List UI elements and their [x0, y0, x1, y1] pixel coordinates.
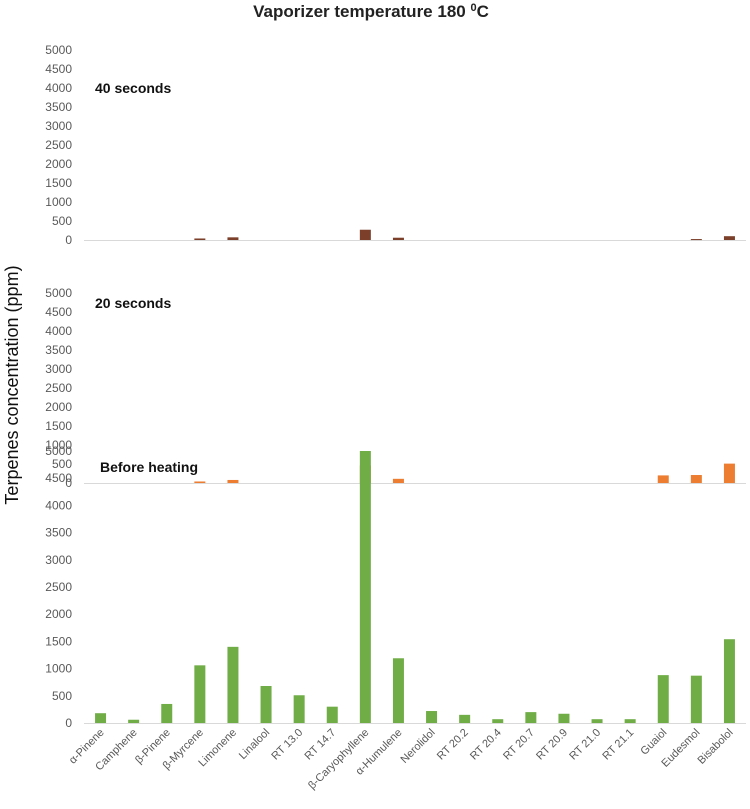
chart-panels: 0500100015002000250030003500400045005000… [45, 43, 746, 792]
y-tick-label: 3000 [45, 119, 72, 133]
y-tick-label: 5000 [45, 43, 72, 57]
bar [260, 686, 272, 723]
bar [95, 713, 107, 723]
y-tick-label: 4000 [45, 498, 72, 512]
y-tick-label: 4000 [45, 324, 72, 338]
bar [128, 719, 140, 723]
x-tick-label: RT 21.1 [600, 727, 636, 763]
chart-title: Vaporizer temperature 180 0C [253, 2, 489, 21]
y-tick-label: 0 [65, 716, 72, 730]
x-tick-label: Guaiol [638, 727, 669, 758]
y-tick-label: 2500 [45, 580, 72, 594]
y-axis-label: Terpenes concentration (ppm) [2, 265, 22, 504]
x-tick-label: Linalool [237, 727, 272, 762]
panel-label: Before heating [100, 459, 198, 475]
y-tick-label: 1500 [45, 419, 72, 433]
bar [525, 712, 537, 723]
y-tick-label: 2500 [45, 381, 72, 395]
bar [359, 451, 371, 723]
y-tick-label: 2000 [45, 607, 72, 621]
y-tick-label: 4500 [45, 62, 72, 76]
x-tick-label: β-Caryophyllene [306, 727, 371, 792]
bar [591, 719, 603, 723]
x-tick-label: RT 20.9 [534, 727, 570, 763]
y-tick-label: 500 [52, 457, 72, 471]
y-tick-label: 3500 [45, 526, 72, 540]
y-tick-label: 3500 [45, 100, 72, 114]
y-tick-label: 0 [65, 233, 72, 247]
bar [558, 713, 570, 723]
panel-label: 40 seconds [95, 80, 171, 96]
bar [723, 236, 735, 240]
y-tick-label: 0 [65, 476, 72, 490]
bar [690, 475, 702, 483]
bar [194, 238, 206, 240]
y-tick-label: 4500 [45, 471, 72, 485]
y-tick-label: 1500 [45, 634, 72, 648]
x-tick-label: Nerolidol [398, 727, 437, 766]
bar [392, 658, 404, 723]
y-tick-label: 5000 [45, 286, 72, 300]
y-tick-label: 5000 [45, 444, 72, 458]
y-tick-label: 1000 [45, 195, 72, 209]
x-tick-label: RT 20.7 [501, 727, 537, 763]
y-tick-label: 2500 [45, 138, 72, 152]
y-tick-label: 1000 [45, 662, 72, 676]
bar [723, 639, 735, 723]
y-tick-label: 2000 [45, 157, 72, 171]
x-tick-label: RT 20.4 [468, 727, 504, 763]
x-tick-label: RT 21.0 [567, 727, 603, 763]
bar [227, 479, 239, 483]
bar [690, 239, 702, 241]
y-tick-label: 4000 [45, 81, 72, 95]
x-tick-label: Bisabolol [696, 727, 736, 767]
panel-label: 20 seconds [95, 295, 171, 311]
bar [227, 237, 239, 240]
bar [293, 695, 305, 723]
y-tick-label: 1500 [45, 176, 72, 190]
y-tick-label: 3000 [45, 362, 72, 376]
bar [227, 646, 239, 723]
bar [194, 481, 206, 483]
y-tick-label: 500 [52, 689, 72, 703]
bar [657, 475, 669, 483]
y-tick-label: 1000 [45, 438, 72, 452]
panel-1: 0 500 1000 1500 2000 2500 3000 3500 4000 4500 5000… [45, 286, 746, 490]
x-tick-label: RT 13.0 [269, 727, 305, 763]
y-tick-label: 3500 [45, 343, 72, 357]
bar [194, 665, 206, 723]
bar [723, 463, 735, 483]
y-tick-label: 3000 [45, 553, 72, 567]
bar [690, 675, 702, 723]
bar [161, 703, 173, 723]
y-tick-label: 4500 [45, 305, 72, 319]
y-tick-label: 500 [52, 214, 72, 228]
bar [459, 714, 471, 723]
bar [492, 719, 504, 723]
bar [657, 675, 669, 723]
bar [392, 478, 404, 483]
bar [426, 711, 438, 723]
bar [624, 719, 636, 723]
bar [392, 237, 404, 240]
bar [359, 229, 371, 240]
panel-0: 0 500 1000 1500 2000 2500 3000 3500 4000 4500 5000… [45, 43, 746, 247]
x-tick-label: RT 20.2 [435, 727, 471, 763]
y-tick-label: 2000 [45, 400, 72, 414]
bar [326, 706, 338, 723]
panel-2: 0500100015002000250030003500400045005000… [45, 444, 746, 730]
